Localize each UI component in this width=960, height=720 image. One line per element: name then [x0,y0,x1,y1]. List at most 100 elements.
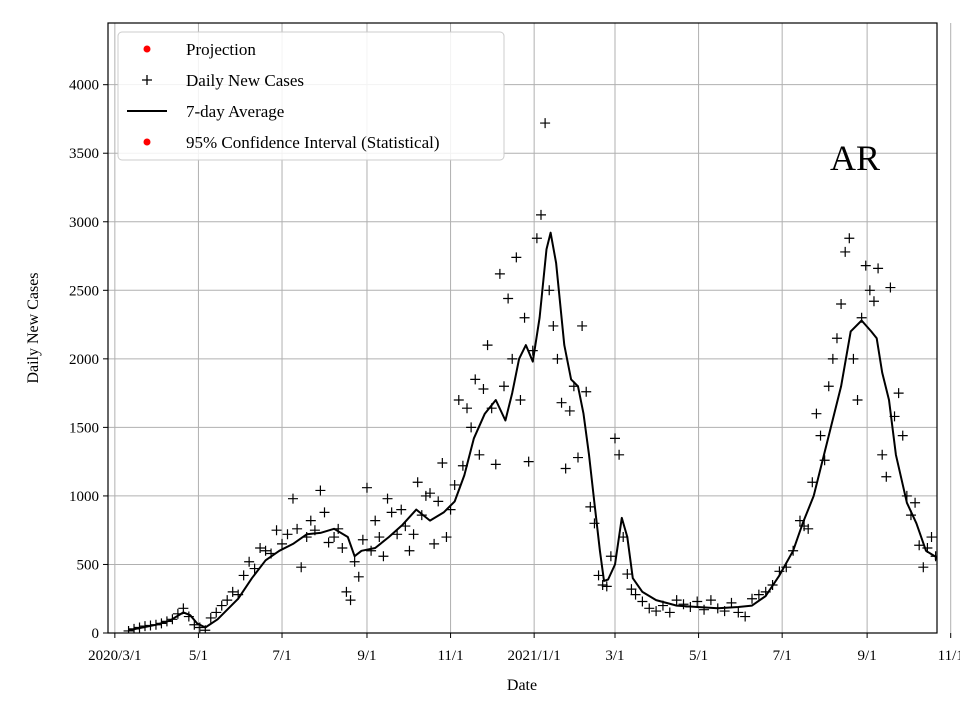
legend-plus-marker [142,75,152,85]
y-tick-label: 1500 [69,420,99,436]
daily-case-marker [499,381,510,392]
daily-case-marker [803,523,814,534]
daily-case-marker [856,312,867,323]
daily-case-marker [400,521,411,532]
daily-case-marker [922,543,933,554]
daily-case-marker [445,504,456,515]
daily-case-marker [378,551,389,562]
daily-case-marker [657,600,668,611]
daily-case-marker [873,263,884,274]
daily-case-marker [404,545,415,556]
daily-case-marker [910,497,921,508]
daily-case-marker [386,507,397,518]
y-tick-label: 2000 [69,352,99,368]
daily-case-marker [266,548,277,559]
daily-case-marker [544,285,555,296]
daily-case-marker [733,607,744,618]
daily-case-marker [601,581,612,592]
daily-case-marker [453,394,464,405]
x-tick-label: 11/1 [938,648,960,664]
daily-case-marker [408,529,419,540]
daily-case-marker [319,507,330,518]
x-tick-label: 5/1 [689,648,708,664]
daily-case-marker [811,408,822,419]
daily-case-marker [211,607,222,618]
daily-case-marker [374,532,385,543]
daily-case-marker [901,490,912,501]
daily-case-marker [836,299,847,310]
x-tick-label: 3/1 [605,648,624,664]
daily-case-marker [651,606,662,617]
daily-case-marker [905,510,916,521]
daily-case-marker [819,455,830,466]
daily-case-marker [877,449,888,460]
daily-case-marker [222,595,233,606]
daily-case-marker [740,611,751,622]
daily-case-marker [150,619,161,630]
daily-case-marker [249,563,260,574]
daily-case-marker [585,501,596,512]
daily-case-marker [482,340,493,351]
daily-case-marker [692,596,703,607]
daily-case-marker [848,353,859,364]
daily-case-marker [605,551,616,562]
daily-case-marker [712,603,723,614]
daily-case-marker [840,246,851,257]
daily-case-marker [216,600,227,611]
y-tick-label: 3500 [69,146,99,162]
daily-case-marker [161,616,172,627]
daily-case-marker [881,471,892,482]
daily-case-marker [392,529,403,540]
daily-case-marker [474,449,485,460]
y-tick-label: 1000 [69,489,99,505]
daily-case-marker [568,381,579,392]
x-tick-label: 11/1 [437,648,463,664]
daily-case-marker [593,570,604,581]
daily-case-marker [357,534,368,545]
daily-case-marker [361,482,372,493]
daily-case-marker [341,586,352,597]
daily-case-marker [494,268,505,279]
x-axis-label: Date [507,677,537,694]
daily-case-marker [486,403,497,414]
daily-case-marker [139,621,150,632]
x-tick-label: 9/1 [357,648,376,664]
daily-case-marker [664,607,675,618]
daily-case-marker [860,260,871,271]
daily-case-marker [622,569,633,580]
daily-case-marker [238,570,249,581]
legend-label: Projection [186,40,256,59]
daily-case-marker [556,397,567,408]
daily-case-marker [129,623,140,633]
daily-case-marker [781,562,792,573]
daily-case-marker [178,603,189,614]
daily-case-marker [433,496,444,507]
daily-case-marker [167,614,178,625]
daily-case-marker [760,586,771,597]
region-annotation: AR [830,138,880,178]
daily-case-marker [685,601,696,612]
daily-case-marker [794,515,805,526]
daily-case-marker [315,485,326,496]
daily-case-marker [382,493,393,504]
daily-case-marker [172,608,183,619]
daily-case-marker [301,532,312,543]
daily-case-marker [564,405,575,416]
daily-case-marker [644,603,655,614]
daily-case-marker [637,596,648,607]
daily-case-marker [189,619,200,630]
legend: Projection Daily New Cases 7-day Average 95… [117,31,505,161]
daily-case-marker [897,430,908,441]
daily-case-marker [699,604,710,615]
daily-case-marker [914,540,925,551]
daily-case-marker [323,537,334,548]
daily-case-marker [572,452,583,463]
daily-case-marker [753,589,764,600]
daily-case-marker [333,523,344,534]
daily-case-marker [277,538,288,549]
daily-case-marker [864,285,875,296]
daily-case-marker [926,532,937,543]
daily-case-marker [337,543,348,554]
daily-case-marker [233,589,244,600]
